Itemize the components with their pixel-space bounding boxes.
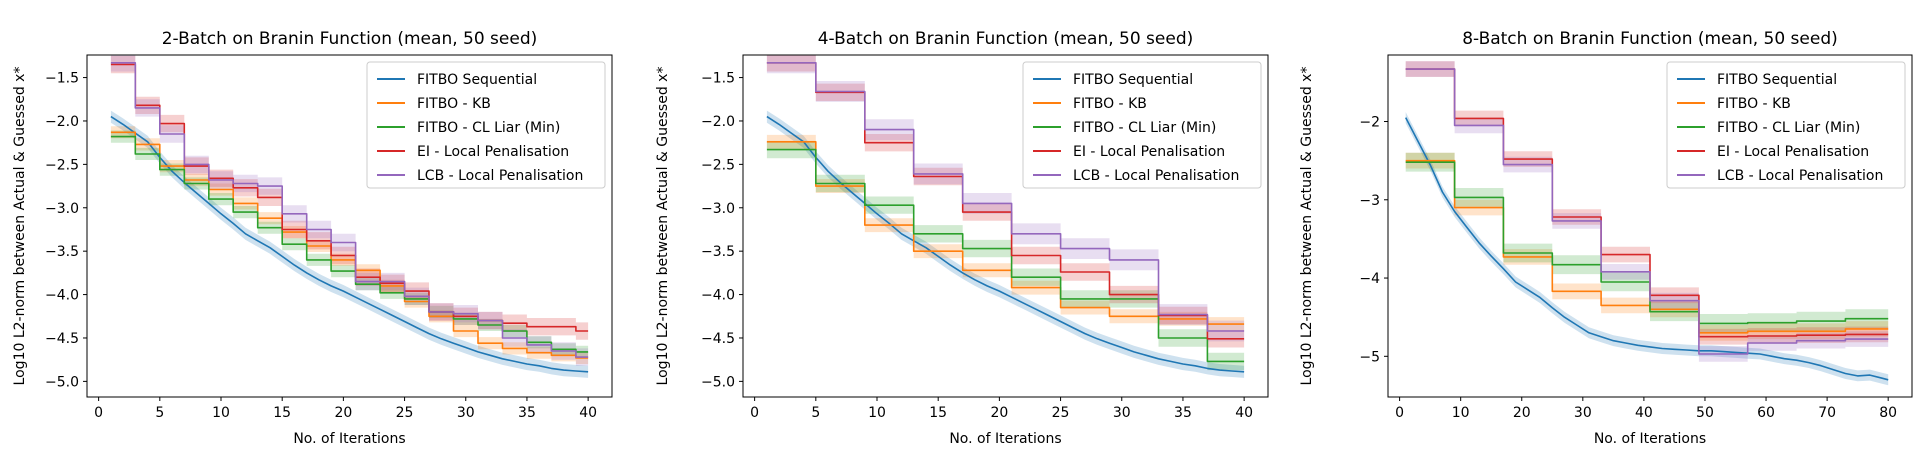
x-tick-label: 5 [811,405,820,421]
legend-label-1: FITBO - KB [417,96,491,112]
plot-area [1404,61,1889,386]
chart-svg-4-batch: 0 5 10 15 20 25 30 35 40 −5.0 −4.5 −4.0 −3.5 −3.0 −2.5… [655,29,1269,447]
x-tick-label: 35 [1174,405,1192,421]
y-tick-label: −5 [1359,349,1380,365]
x-tick-label: 0 [750,405,759,421]
y-tick-label: −1.5 [45,71,79,87]
plot-area [766,55,1245,378]
x-tick-label: 20 [1513,405,1531,421]
x-axis-label: No. of Iterations [949,431,1061,447]
x-tick-label: 15 [273,405,291,421]
x-tick-label: 10 [1452,405,1470,421]
legend-label-4: LCB - Local Penalisation [1073,168,1239,184]
x-tick-label: 20 [990,405,1008,421]
legend-label-2: FITBO - CL Liar (Min) [1073,120,1216,136]
legend: FITBO Sequential FITBO - KB FITBO - CL Lia… [366,61,606,189]
series-band-1 [110,126,589,364]
x-tick-label: 30 [1113,405,1131,421]
legend-label-1: FITBO - KB [1717,96,1791,112]
chart-svg-2-batch: 0 5 10 15 20 25 30 35 40 −5.0 −4.5 −4.0 −3.5 −3.0 −2.5… [12,29,613,447]
series-band-2 [766,140,1245,371]
chart-title: 2-Batch on Branin Function (mean, 50 see… [162,29,538,49]
y-tick-label: −4.0 [701,288,735,304]
series-band-1 [1405,152,1889,341]
chart-panel-8-batch: 0 10 20 30 40 50 60 70 80 −5 −4 −3 −2 8-Batch on Bran… [1287,0,1931,453]
y-tick-label: −3.5 [45,244,79,260]
legend-label-0: FITBO Sequential [1717,72,1837,88]
chart-title: 4-Batch on Branin Function (mean, 50 see… [818,29,1194,49]
y-tick-label: −4 [1359,271,1380,287]
y-tick-label: −2.5 [701,157,735,173]
x-axis-label: No. of Iterations [1594,431,1706,447]
y-tick-label: −4.5 [45,331,79,347]
plot-area [110,55,589,378]
y-tick-label: −3.0 [45,201,79,217]
x-tick-label: 80 [1879,405,1897,421]
x-tick-label: 30 [457,405,475,421]
legend-label-0: FITBO Sequential [1073,72,1193,88]
series-line-4 [110,61,589,358]
y-tick-label: −3.5 [701,244,735,260]
y-tick-label: −2 [1359,115,1380,131]
legend-label-3: EI - Local Penalisation [417,144,569,160]
x-tick-label: 0 [1395,405,1404,421]
legend-label-4: LCB - Local Penalisation [1717,168,1883,184]
legend: FITBO Sequential FITBO - KB FITBO - CL Lia… [1666,61,1906,189]
legend-label-2: FITBO - CL Liar (Min) [1717,120,1860,136]
chart-title: 8-Batch on Branin Function (mean, 50 see… [1462,29,1838,49]
y-tick-label: −5.0 [701,374,735,390]
series-line-0 [1404,117,1889,381]
x-tick-label: 25 [1052,405,1070,421]
x-tick-label: 50 [1696,405,1714,421]
series-line-0 [766,115,1245,373]
plot-frame [1387,54,1913,398]
x-tick-label: 35 [518,405,536,421]
legend-box [366,61,606,189]
y-tick-label: −3 [1359,193,1380,209]
x-tick-label: 10 [212,405,230,421]
x-tick-label: 10 [868,405,886,421]
legend-label-1: FITBO - KB [1073,96,1147,112]
plot-frame [86,54,613,398]
series-band-4 [766,55,1245,342]
x-tick-label: 70 [1818,405,1836,421]
x-tick-label: 20 [334,405,352,421]
y-axis-label: Log10 L2-norm between Actual & Guessed x… [1299,67,1315,386]
series-line-4 [766,61,1245,332]
y-tick-label: −3.0 [701,201,735,217]
x-tick-label: 25 [396,405,414,421]
legend-box [1022,61,1262,189]
y-tick-label: −4.5 [701,331,735,347]
legend-label-4: LCB - Local Penalisation [417,168,583,184]
series-line-0 [110,115,589,373]
y-tick-label: −2.5 [45,157,79,173]
y-tick-label: −4.0 [45,288,79,304]
legend-label-3: EI - Local Penalisation [1073,144,1225,160]
chart-svg-8-batch: 0 10 20 30 40 50 60 70 80 −5 −4 −3 −2 8-Batch on Bran… [1299,29,1913,447]
plot-frame [742,54,1269,398]
series-line-4 [1405,68,1889,355]
y-tick-label: −5.0 [45,374,79,390]
x-tick-label: 40 [579,405,597,421]
y-axis-label: Log10 L2-norm between Actual & Guessed x… [655,67,671,386]
y-tick-label: −2.0 [45,114,79,130]
x-tick-label: 5 [155,405,164,421]
y-axis-label: Log10 L2-norm between Actual & Guessed x… [12,67,28,386]
legend-label-0: FITBO Sequential [417,72,537,88]
x-tick-label: 30 [1574,405,1592,421]
x-tick-label: 0 [94,405,103,421]
x-tick-label: 40 [1235,405,1253,421]
chart-panel-2-batch: 0 5 10 15 20 25 30 35 40 −5.0 −4.5 −4.0 −3.5 −3.0 −2.5… [0,0,643,453]
legend-label-2: FITBO - CL Liar (Min) [417,120,560,136]
x-tick-label: 40 [1635,405,1653,421]
y-tick-label: −1.5 [701,71,735,87]
chart-panel-4-batch: 0 5 10 15 20 25 30 35 40 −5.0 −4.5 −4.0 −3.5 −3.0 −2.5… [643,0,1287,453]
legend-label-3: EI - Local Penalisation [1717,144,1869,160]
legend-box [1666,61,1906,189]
x-tick-label: 60 [1757,405,1775,421]
legend: FITBO Sequential FITBO - KB FITBO - CL Lia… [1022,61,1262,189]
x-axis-label: No. of Iterations [293,431,405,447]
x-tick-label: 15 [929,405,947,421]
y-tick-label: −2.0 [701,114,735,130]
